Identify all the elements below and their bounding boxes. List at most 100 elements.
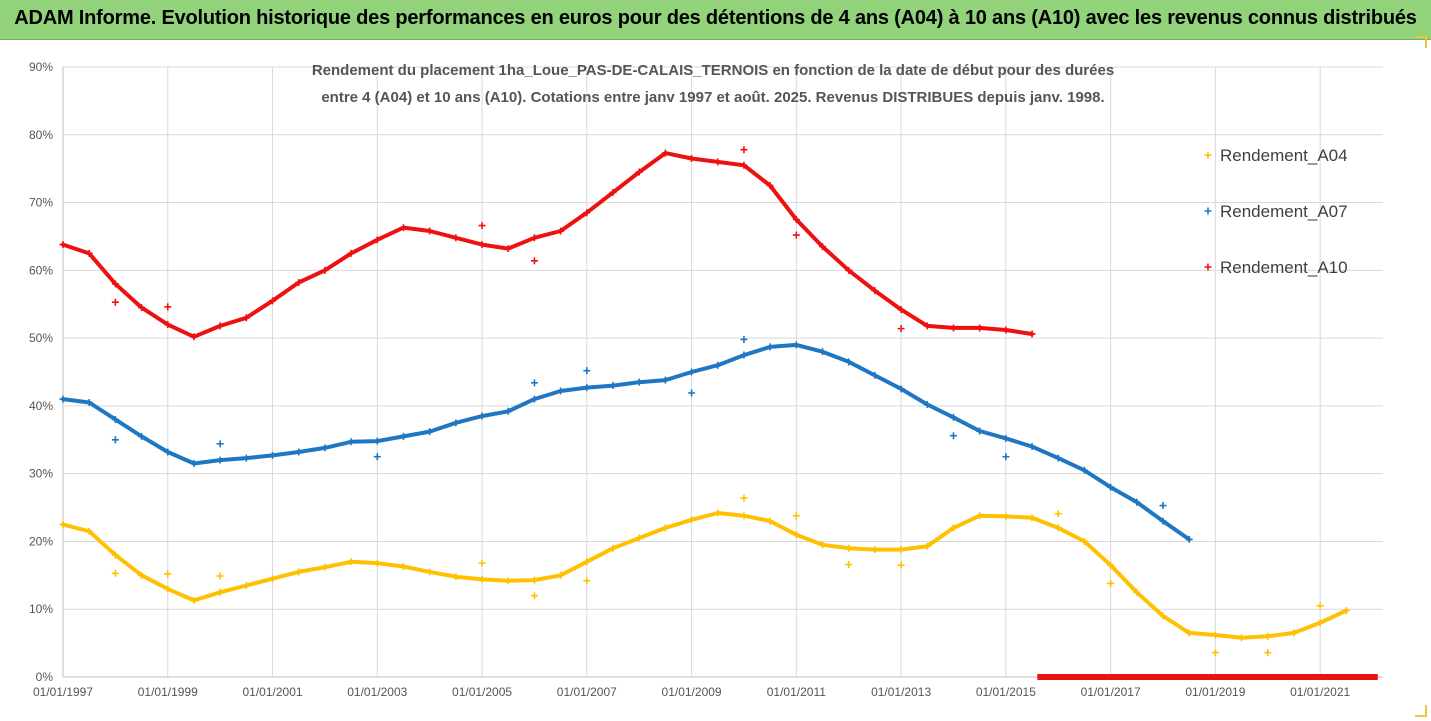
data-point-A04: [714, 509, 722, 517]
data-point-A04: [59, 521, 67, 528]
data-point-A10: [583, 209, 591, 217]
series-line-A04: [61, 511, 1349, 640]
y-tick-label: 10%: [29, 602, 53, 616]
data-point-A04: [138, 571, 146, 579]
data-point-A04: [1316, 619, 1324, 627]
data-point-A07: [164, 448, 172, 456]
x-tick-label: 01/01/2001: [242, 685, 302, 699]
data-point-A04: [792, 531, 800, 539]
data-point-A04: [1185, 629, 1193, 637]
y-tick-label: 70%: [29, 196, 53, 210]
data-point-A04: [557, 571, 565, 579]
data-point-A10: [138, 304, 146, 312]
data-point-A10: [426, 227, 434, 235]
data-point-A10: [609, 188, 617, 196]
x-tick-label: 01/01/2011: [767, 685, 826, 699]
data-point-A07: [766, 343, 774, 351]
outlier-point-A04: [164, 570, 172, 578]
data-point-A07: [557, 387, 565, 395]
data-point-A10: [766, 182, 774, 190]
data-point-A07: [609, 382, 617, 390]
chart-title-line-1: Rendement du placement 1ha_Loue_PAS-DE-C…: [312, 62, 1114, 79]
data-point-A04: [635, 534, 643, 542]
data-point-A10: [347, 249, 355, 257]
data-point-A04: [949, 524, 957, 532]
legend-marker-A10: [1204, 263, 1212, 271]
y-tick-label: 50%: [29, 331, 53, 345]
data-point-A07: [845, 358, 853, 366]
x-tick-label: 01/01/2003: [347, 685, 407, 699]
y-tick-label: 90%: [29, 60, 53, 74]
outlier-point-A07: [688, 389, 696, 397]
data-point-A10: [530, 234, 538, 242]
data-point-A07: [530, 395, 538, 403]
data-point-A10: [111, 280, 119, 288]
x-tick-label: 01/01/2019: [1185, 685, 1245, 699]
data-point-A04: [111, 551, 119, 559]
data-point-A04: [1211, 631, 1219, 639]
data-point-A10: [740, 161, 748, 169]
series-line-A10: [61, 151, 1034, 339]
data-point-A07: [661, 376, 669, 384]
data-point-A07: [688, 368, 696, 376]
data-point-A10: [59, 241, 67, 249]
data-point-A07: [59, 395, 67, 403]
series-line-A07: [61, 342, 1192, 542]
outlier-point-A04: [792, 512, 800, 520]
data-point-A10: [792, 216, 800, 223]
data-point-A07: [1028, 443, 1036, 451]
legend-label-A07: Rendement_A07: [1220, 202, 1348, 221]
data-point-A10: [399, 224, 407, 232]
data-point-A04: [242, 582, 250, 589]
x-tick-label: 01/01/1997: [33, 685, 93, 699]
data-point-A04: [661, 524, 669, 532]
data-point-A07: [85, 399, 93, 406]
outlier-point-A10: [111, 298, 119, 306]
data-point-A04: [504, 577, 512, 585]
data-point-A10: [714, 158, 722, 166]
data-point-A07: [242, 454, 250, 462]
y-tick-label: 80%: [29, 128, 53, 142]
data-point-A07: [635, 378, 643, 386]
data-point-A10: [976, 324, 984, 332]
data-point-A07: [1054, 454, 1062, 462]
data-point-A10: [452, 234, 460, 242]
outlier-point-A04: [1107, 579, 1115, 587]
data-point-A10: [1028, 330, 1036, 338]
x-tick-label: 01/01/1999: [138, 685, 198, 699]
data-point-A10: [504, 245, 512, 253]
data-point-A04: [1264, 632, 1272, 640]
data-point-A07: [295, 448, 303, 456]
outlier-point-A07: [373, 453, 381, 461]
data-point-A10: [478, 241, 486, 249]
outlier-point-A07: [740, 335, 748, 343]
outlier-point-A07: [1002, 453, 1010, 461]
data-point-A04: [819, 541, 827, 549]
frame-corner-bottom-right: [1415, 705, 1427, 717]
chart-title: Rendement du placement 1ha_Loue_PAS-DE-C…: [312, 62, 1114, 106]
data-point-A04: [347, 558, 355, 566]
outlier-point-A10: [164, 303, 172, 311]
data-point-A04: [740, 512, 748, 520]
data-point-A04: [897, 546, 905, 554]
data-point-A10: [85, 249, 93, 257]
data-point-A10: [871, 287, 879, 295]
data-point-A04: [478, 575, 486, 583]
report-title: ADAM Informe. Evolution historique des p…: [14, 7, 1417, 29]
outlier-point-A07: [216, 440, 224, 448]
outlier-point-A07: [111, 436, 119, 444]
data-point-A04: [976, 512, 984, 520]
data-point-A04: [609, 544, 617, 552]
data-point-A04: [426, 568, 434, 576]
y-tick-label: 20%: [29, 534, 53, 548]
series-A10: [59, 146, 1378, 680]
data-point-A10: [557, 227, 565, 235]
outlier-point-A10: [897, 325, 905, 333]
data-point-A04: [1290, 629, 1298, 637]
data-point-A10: [923, 322, 931, 330]
x-tick-label: 01/01/2021: [1290, 685, 1350, 699]
data-point-A10: [688, 155, 696, 162]
data-point-A07: [138, 432, 146, 440]
outlier-point-A04: [111, 569, 119, 577]
data-point-A04: [688, 516, 696, 524]
